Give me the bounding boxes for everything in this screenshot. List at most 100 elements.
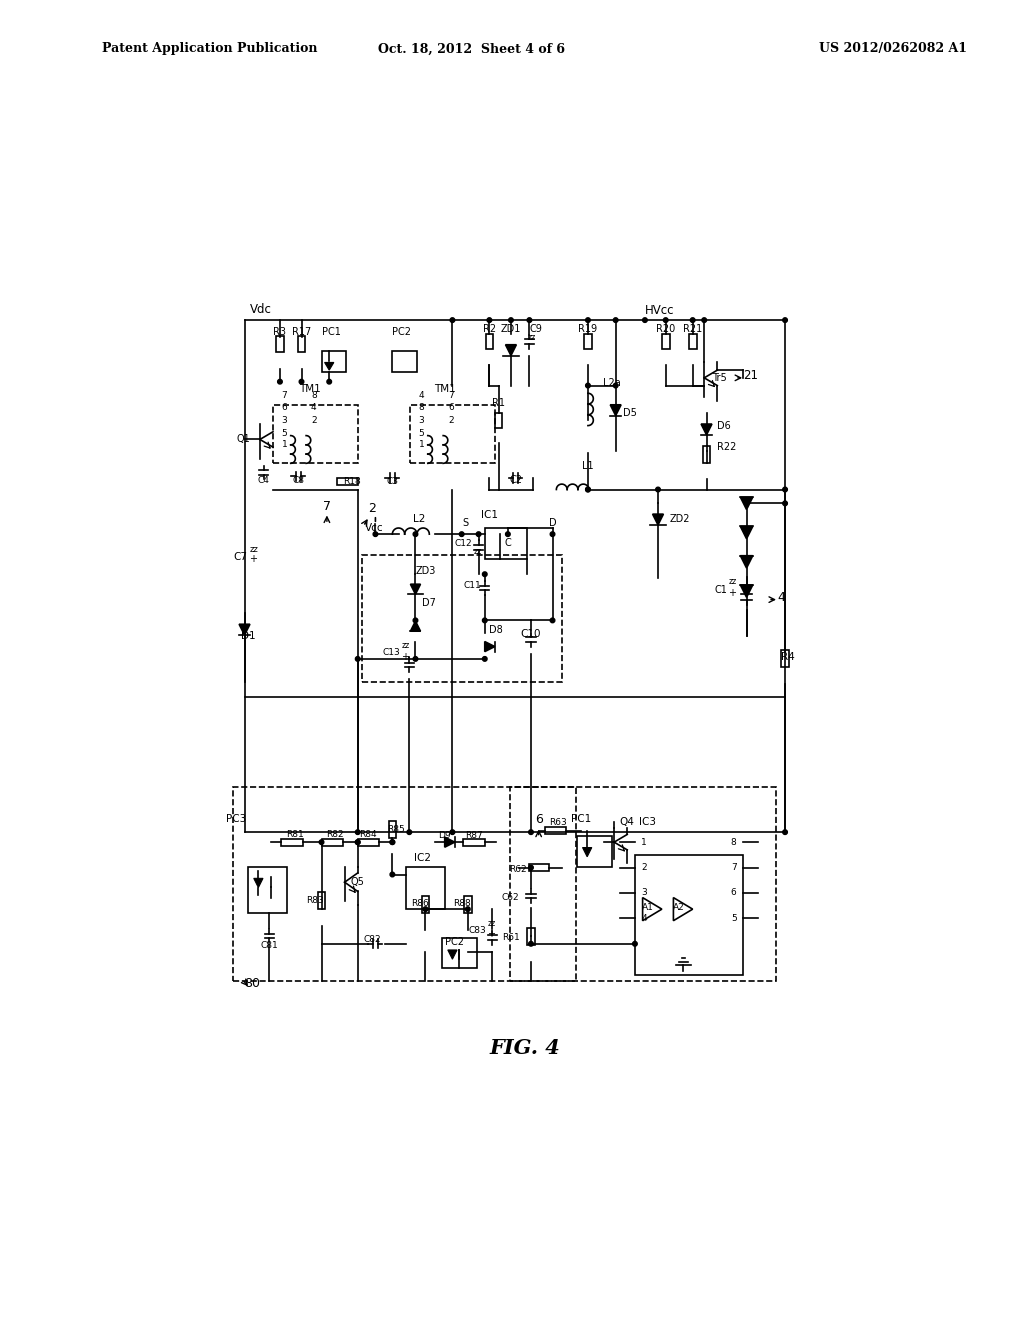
Text: D8: D8 — [488, 624, 503, 635]
Circle shape — [373, 532, 378, 536]
Bar — [689, 334, 696, 350]
Text: C81: C81 — [260, 941, 279, 950]
Text: C82: C82 — [364, 935, 381, 944]
Text: R82: R82 — [326, 830, 343, 840]
Circle shape — [633, 941, 637, 946]
Text: R87: R87 — [465, 832, 483, 841]
Text: 1: 1 — [419, 441, 425, 449]
Text: 7: 7 — [449, 391, 454, 400]
Text: ZD3: ZD3 — [416, 566, 436, 576]
Text: 2: 2 — [311, 416, 316, 425]
Bar — [357, 838, 379, 846]
Text: R62: R62 — [510, 865, 527, 874]
Text: C: C — [505, 539, 511, 548]
Text: R61: R61 — [502, 933, 519, 942]
Text: 2: 2 — [368, 502, 376, 515]
Polygon shape — [411, 585, 421, 594]
Circle shape — [613, 318, 617, 322]
Text: Q1: Q1 — [237, 434, 251, 445]
Circle shape — [413, 532, 418, 536]
Text: R4: R4 — [781, 652, 795, 663]
Bar — [510, 787, 776, 981]
Text: R3: R3 — [273, 326, 287, 337]
Text: zz: zz — [729, 577, 737, 586]
Text: zz: zz — [487, 919, 496, 928]
Circle shape — [423, 907, 428, 911]
Text: C13: C13 — [382, 648, 400, 657]
Text: R1: R1 — [493, 399, 505, 408]
Circle shape — [327, 379, 332, 384]
Bar — [495, 413, 503, 428]
Text: HVcc: HVcc — [645, 304, 675, 317]
Text: D7: D7 — [422, 598, 435, 609]
Polygon shape — [740, 498, 753, 510]
Text: IC3: IC3 — [639, 817, 655, 828]
Text: PC2: PC2 — [444, 937, 464, 948]
Text: D5: D5 — [624, 408, 637, 417]
Circle shape — [390, 840, 394, 845]
Bar — [422, 896, 429, 913]
Text: 2: 2 — [641, 863, 647, 873]
Text: R2: R2 — [483, 325, 496, 334]
Circle shape — [466, 907, 470, 911]
Bar — [361, 554, 562, 682]
Text: 4: 4 — [641, 913, 647, 923]
Text: R86: R86 — [412, 899, 429, 908]
Bar — [578, 836, 611, 867]
Circle shape — [476, 532, 481, 536]
Text: 6: 6 — [731, 888, 736, 898]
Bar — [322, 351, 346, 372]
Circle shape — [355, 830, 360, 834]
Circle shape — [586, 318, 590, 322]
Bar — [464, 896, 472, 913]
Text: R18: R18 — [343, 478, 361, 486]
Circle shape — [643, 318, 647, 322]
Bar — [635, 855, 742, 974]
Bar — [463, 838, 484, 846]
Text: L2a: L2a — [603, 379, 622, 388]
Text: D9: D9 — [438, 832, 451, 841]
Text: S: S — [463, 517, 469, 528]
Bar — [233, 787, 575, 981]
Text: 6: 6 — [535, 813, 543, 825]
Circle shape — [319, 840, 324, 845]
Text: 4: 4 — [419, 391, 424, 400]
Circle shape — [509, 318, 513, 322]
Text: D6: D6 — [717, 421, 731, 432]
Circle shape — [586, 383, 590, 388]
Text: C12: C12 — [454, 539, 472, 548]
Polygon shape — [484, 642, 495, 652]
Text: 4: 4 — [777, 591, 785, 603]
Text: Q5: Q5 — [350, 878, 364, 887]
Text: R88: R88 — [453, 899, 471, 908]
Bar — [392, 351, 417, 372]
Text: IC1: IC1 — [481, 510, 498, 520]
Circle shape — [460, 532, 464, 536]
Circle shape — [782, 830, 787, 834]
Text: 8: 8 — [419, 403, 425, 412]
Bar — [484, 528, 527, 558]
Text: zz: zz — [401, 640, 410, 649]
Text: +: + — [728, 589, 736, 598]
Text: 5: 5 — [282, 429, 288, 438]
Circle shape — [407, 830, 412, 834]
Polygon shape — [610, 405, 621, 416]
Circle shape — [299, 379, 304, 384]
Text: R22: R22 — [717, 442, 736, 453]
Text: Vcc: Vcc — [366, 523, 384, 533]
Text: 2: 2 — [449, 416, 454, 425]
Text: Q4: Q4 — [620, 817, 635, 828]
Text: A1: A1 — [642, 903, 654, 912]
Text: 3: 3 — [282, 416, 288, 425]
Polygon shape — [740, 585, 753, 598]
Text: US 2012/0262082 A1: US 2012/0262082 A1 — [819, 42, 968, 55]
Text: IC2: IC2 — [414, 853, 431, 862]
Bar — [317, 892, 326, 909]
Polygon shape — [254, 878, 263, 887]
Bar — [298, 335, 305, 352]
Text: ZD1: ZD1 — [501, 325, 521, 334]
Text: 3: 3 — [419, 416, 425, 425]
Circle shape — [586, 487, 590, 492]
Circle shape — [278, 379, 283, 384]
Text: R63: R63 — [549, 818, 567, 828]
